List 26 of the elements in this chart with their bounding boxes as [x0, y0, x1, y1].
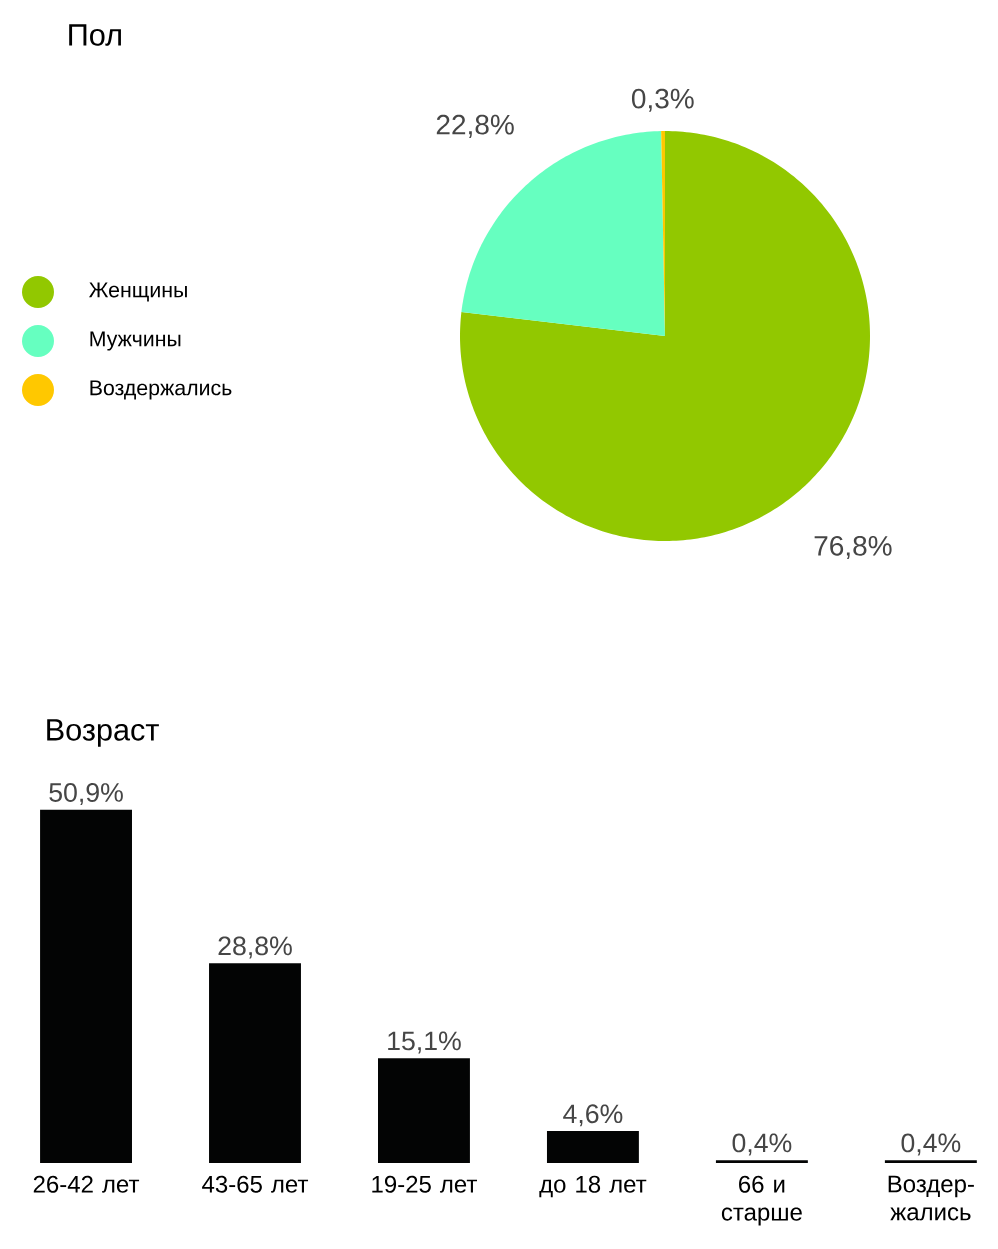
- bar: [209, 963, 301, 1164]
- chart-title: Пол: [69, 24, 121, 46]
- data-label: 0,4%: [901, 1133, 961, 1156]
- legend-label: Женщины: [89, 282, 187, 302]
- x-tick-label: 66 и старше: [721, 1175, 802, 1226]
- x-tick-label: 19-25 лет: [372, 1175, 478, 1193]
- data-label: 4,6%: [563, 1104, 623, 1127]
- data-label: 22,8%: [436, 114, 514, 138]
- data-label: 76,8%: [814, 535, 892, 560]
- bar: [715, 1160, 808, 1164]
- data-label: 0,3%: [631, 88, 694, 112]
- x-tick-label: 26-42 лет: [33, 1175, 140, 1193]
- x-tick-label: 43-65 лет: [202, 1175, 309, 1193]
- data-label: 0,4%: [732, 1133, 792, 1156]
- data-label: 50,9%: [49, 783, 123, 806]
- data-label: 28,8%: [218, 936, 292, 959]
- data-label: 15,1%: [388, 1031, 461, 1054]
- bar: [40, 809, 132, 1164]
- x-tick-label: до 18 лет: [539, 1175, 647, 1198]
- legend-label: Мужчины: [90, 331, 181, 351]
- bar: [884, 1160, 977, 1164]
- bar: [546, 1131, 639, 1164]
- bar: [378, 1058, 470, 1164]
- chart-title: Возраст: [47, 719, 159, 747]
- x-tick-label: Воздер-жались: [888, 1175, 974, 1221]
- legend-label: Воздержались: [90, 380, 232, 400]
